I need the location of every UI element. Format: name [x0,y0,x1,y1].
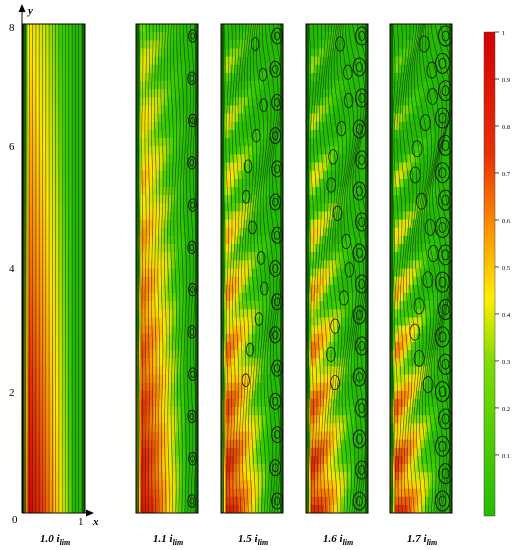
origin-label: 0 [12,514,18,526]
panel-4 [305,23,369,514]
panel-label: 1.7 ilim [407,533,437,547]
panel-1 [22,23,86,514]
panel-label: 1.0 ilim [40,533,70,547]
colorbar-tick-label: 0.9 [502,77,510,84]
panel-current-unit: i [170,533,174,545]
panel-current-unit: i [57,533,61,545]
panel-current-subscript: lim [258,538,269,547]
y-tick-label: 6 [9,141,15,153]
panel-current-subscript: lim [173,538,184,547]
panel-current-subscript: lim [427,538,438,547]
panel-current-subscript: lim [60,538,71,547]
panel-current-subscript: lim [343,538,354,547]
colorbar-tick-label: 0.3 [502,359,510,366]
panel-current-value: 1.7 [407,533,424,545]
panel-current-value: 1.0 [40,533,57,545]
panel-current-value: 1.6 [323,533,340,545]
colorbar-tick-label: 0.5 [502,265,510,272]
y-tick-label: 8 [9,22,15,34]
y-tick-label: 2 [9,387,15,399]
x-tick-end: 1 [78,516,84,528]
x-axis-label: x [92,516,99,528]
panel-current-value: 1.1 [153,533,170,545]
panel-current-unit: i [424,533,428,545]
y-tick-label: 4 [9,263,15,275]
panel-2 [135,23,199,514]
panel-label: 1.1 ilim [153,533,183,547]
colorbar-tick-label: 0.6 [502,218,511,225]
panel-current-value: 1.5 [238,533,255,545]
colorbar-tick-label: 0.8 [502,124,510,131]
panel-current-unit: i [340,533,344,545]
panel-label: 1.5 ilim [238,533,268,547]
panel-current-unit: i [255,533,259,545]
colorbar-tick-label: 0.2 [502,406,510,413]
colorbar: 1 0.9 0.8 0.7 0.6 0.5 0.4 0.3 0.2 0.1 [483,30,511,517]
colorbar-tick-label: 0.7 [502,171,511,178]
panel-3 [220,23,284,514]
colorbar-tick-label: 0.1 [502,453,510,460]
simulation-panels [22,23,453,514]
panel-5 [389,23,453,514]
colorbar-tick-label: 1 [502,30,505,37]
y-axis-label: y [26,5,33,17]
colorbar-gradient [483,31,496,517]
colorbar-tick-label: 0.4 [502,312,511,319]
panel-label: 1.6 ilim [323,533,353,547]
panel-labels: 1.0 ilim 1.1 ilim 1.5 ilim 1.6 ilim 1.7 ilim [40,533,437,547]
